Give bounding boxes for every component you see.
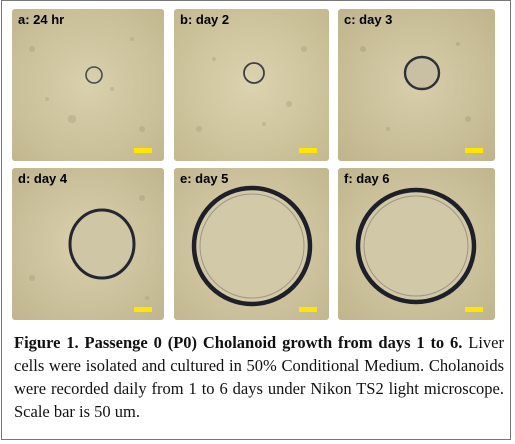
figure-caption: Figure 1. Passenge 0 (P0) Cholanoid grow… bbox=[14, 331, 504, 423]
micrograph-d-image bbox=[12, 168, 164, 320]
scale-bar bbox=[465, 307, 483, 312]
scale-bar bbox=[134, 148, 152, 153]
micrograph-b-image bbox=[174, 9, 329, 161]
panel-label: e: day 5 bbox=[180, 171, 229, 186]
panel-label: b: day 2 bbox=[180, 12, 230, 27]
panel-label: c: day 3 bbox=[344, 12, 393, 27]
panel-label: f: day 6 bbox=[344, 171, 390, 186]
scale-bar bbox=[134, 307, 152, 312]
micrograph-panel-f: f: day 6 bbox=[338, 168, 495, 320]
scale-bar bbox=[299, 148, 317, 153]
caption-title: Figure 1. Passenge 0 (P0) Cholanoid grow… bbox=[14, 333, 463, 352]
scale-bar bbox=[465, 148, 483, 153]
micrograph-a-image bbox=[12, 9, 164, 161]
micrograph-f-image bbox=[338, 168, 495, 320]
micrograph-panel-e: e: day 5 bbox=[174, 168, 329, 320]
micrograph-e-image bbox=[174, 168, 329, 320]
scale-bar bbox=[299, 307, 317, 312]
panel-label: a: 24 hr bbox=[18, 12, 65, 27]
panel-label: d: day 4 bbox=[18, 171, 68, 186]
caption-text: Liver cells were isolated and cultured i… bbox=[14, 333, 505, 421]
micrograph-panel-c: c: day 3 bbox=[338, 9, 495, 161]
micrograph-panel-d: d: day 4 bbox=[12, 168, 164, 320]
micrograph-panel-b: b: day 2 bbox=[174, 9, 329, 161]
micrograph-panel-a: a: 24 hr bbox=[12, 9, 164, 161]
micrograph-c-image bbox=[338, 9, 495, 161]
